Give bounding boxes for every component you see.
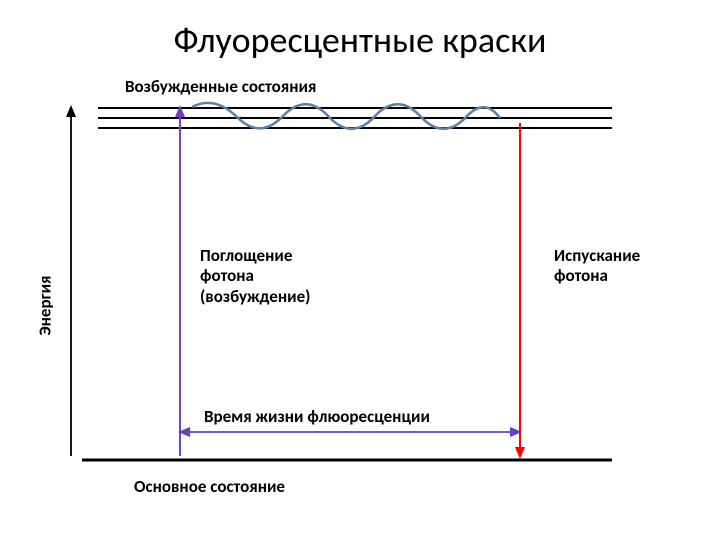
relaxation-wave (192, 103, 500, 129)
energy-diagram (0, 0, 720, 540)
energy-axis-arrowhead (66, 105, 76, 117)
absorption-arrow-head (175, 105, 185, 117)
emission-arrow-head (515, 447, 525, 459)
